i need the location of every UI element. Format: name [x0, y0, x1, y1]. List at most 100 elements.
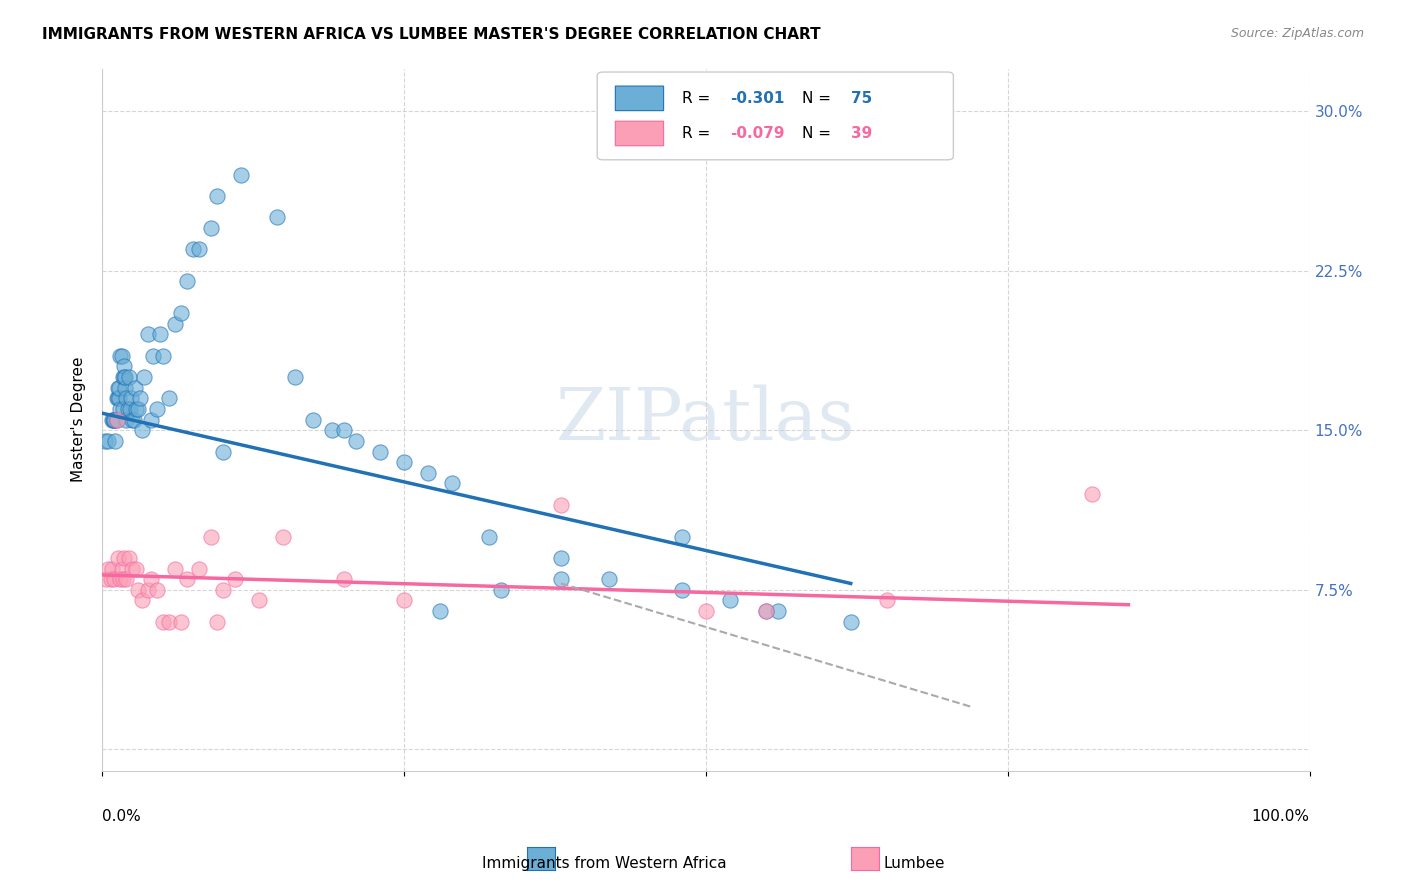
Point	[114, 381, 136, 395]
Point	[94, 572, 117, 586]
Point	[550, 572, 572, 586]
Point	[212, 444, 235, 458]
Point	[163, 317, 186, 331]
Text: -0.301: -0.301	[730, 91, 785, 106]
Point	[139, 412, 162, 426]
Point	[392, 593, 415, 607]
Text: N =: N =	[803, 91, 837, 106]
Point	[101, 412, 124, 426]
Point	[112, 550, 135, 565]
Point	[247, 40, 270, 54]
Point	[157, 392, 180, 406]
Point	[100, 572, 122, 586]
Point	[266, 211, 288, 225]
Point	[139, 572, 162, 586]
Point	[477, 530, 499, 544]
Point	[134, 370, 156, 384]
Point	[121, 412, 143, 426]
Text: Immigrants from Western Africa: Immigrants from Western Africa	[482, 856, 727, 871]
Point	[118, 550, 141, 565]
Point	[110, 572, 132, 586]
Point	[550, 550, 572, 565]
Point	[136, 582, 159, 597]
Point	[107, 392, 129, 406]
Text: 100.0%: 100.0%	[1251, 809, 1309, 824]
Point	[149, 327, 172, 342]
Point	[101, 412, 124, 426]
Point	[176, 274, 198, 288]
Point	[755, 604, 778, 618]
Point	[112, 370, 135, 384]
Point	[418, 466, 440, 480]
Text: R =: R =	[682, 91, 714, 106]
Text: IMMIGRANTS FROM WESTERN AFRICA VS LUMBEE MASTER'S DEGREE CORRELATION CHART: IMMIGRANTS FROM WESTERN AFRICA VS LUMBEE…	[42, 27, 821, 42]
Point	[271, 530, 294, 544]
Point	[103, 572, 125, 586]
Point	[103, 412, 125, 426]
Point	[125, 561, 148, 575]
Text: ZIPatlas: ZIPatlas	[555, 384, 856, 455]
Point	[170, 306, 193, 320]
Point	[152, 615, 174, 629]
Point	[368, 444, 391, 458]
Point	[120, 392, 142, 406]
Point	[107, 550, 129, 565]
Text: Source: ZipAtlas.com: Source: ZipAtlas.com	[1230, 27, 1364, 40]
Point	[187, 243, 209, 257]
Point	[200, 221, 222, 235]
Point	[93, 434, 115, 448]
Point	[718, 593, 741, 607]
Point	[110, 349, 132, 363]
Text: 75: 75	[851, 91, 872, 106]
Point	[131, 593, 153, 607]
Y-axis label: Master's Degree: Master's Degree	[72, 357, 86, 483]
Text: N =: N =	[803, 127, 837, 141]
Point	[224, 572, 246, 586]
Point	[163, 561, 186, 575]
Point	[302, 412, 325, 426]
Point	[671, 530, 693, 544]
Point	[142, 349, 165, 363]
Point	[127, 401, 149, 416]
Point	[125, 401, 148, 416]
Point	[105, 392, 128, 406]
Point	[332, 423, 354, 437]
Point	[1081, 487, 1104, 501]
Point	[124, 381, 146, 395]
Point	[128, 392, 150, 406]
Point	[205, 615, 228, 629]
Point	[768, 604, 790, 618]
Point	[247, 593, 270, 607]
Point	[114, 370, 136, 384]
Point	[441, 476, 464, 491]
Point	[392, 455, 415, 469]
Point	[321, 423, 343, 437]
Point	[97, 561, 120, 575]
Point	[118, 401, 141, 416]
Point	[205, 189, 228, 203]
Text: Lumbee: Lumbee	[883, 856, 945, 871]
Point	[131, 423, 153, 437]
Point	[110, 349, 132, 363]
Point	[115, 392, 138, 406]
Point	[429, 604, 451, 618]
FancyBboxPatch shape	[616, 86, 664, 111]
Point	[344, 434, 367, 448]
FancyBboxPatch shape	[598, 72, 953, 160]
Point	[108, 381, 131, 395]
Point	[170, 615, 193, 629]
Point	[118, 370, 141, 384]
Point	[145, 582, 167, 597]
Text: 0.0%: 0.0%	[103, 809, 141, 824]
Point	[152, 349, 174, 363]
Point	[489, 582, 512, 597]
Point	[229, 168, 252, 182]
Point	[136, 327, 159, 342]
Point	[839, 615, 862, 629]
Text: 39: 39	[851, 127, 872, 141]
Point	[115, 412, 138, 426]
Point	[332, 572, 354, 586]
Text: -0.079: -0.079	[730, 127, 785, 141]
Point	[105, 412, 128, 426]
Point	[200, 530, 222, 544]
